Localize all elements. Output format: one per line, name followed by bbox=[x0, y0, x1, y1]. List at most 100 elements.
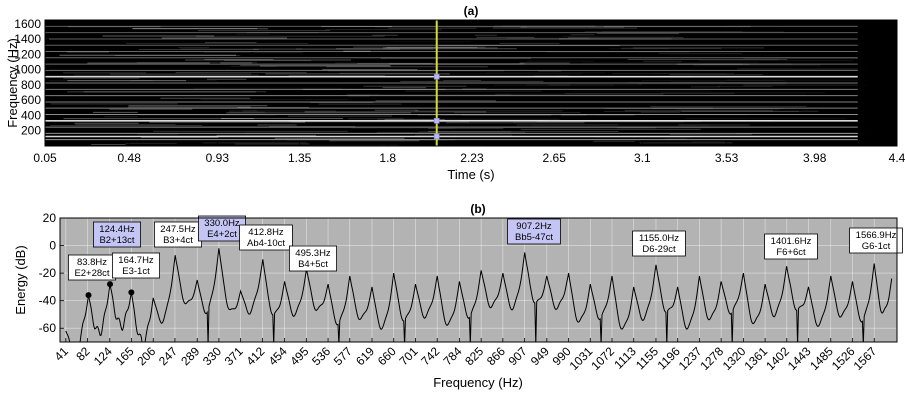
spectrum-y-axis: -60 -40 -20 0 20 bbox=[39, 211, 64, 335]
x-tick-label: 784 bbox=[440, 344, 464, 368]
peak-dot bbox=[128, 289, 135, 296]
x-tick-label: 577 bbox=[331, 344, 355, 368]
panel-a-title: (a) bbox=[464, 4, 479, 18]
peak-note-label: E2+28ct bbox=[74, 268, 109, 279]
y-tick-label: 20 bbox=[43, 211, 57, 225]
spectrogram-background bbox=[45, 20, 897, 146]
cursor-marker bbox=[433, 118, 440, 124]
peak-frequency-label: 1401.6Hz bbox=[771, 236, 812, 247]
cursor-markers bbox=[433, 73, 440, 140]
x-tick-label: 1072 bbox=[588, 344, 617, 373]
x-tick-label: 0.93 bbox=[206, 151, 230, 165]
x-tick-label: 866 bbox=[484, 344, 508, 368]
y-tick-label: -20 bbox=[39, 266, 57, 280]
x-tick-label: 1.8 bbox=[379, 151, 396, 165]
spectrogram-edge-fade bbox=[857, 20, 897, 146]
peak-annotation-box bbox=[288, 245, 337, 272]
spectrogram-texture bbox=[48, 25, 868, 146]
x-tick-label: 4.4 bbox=[889, 151, 905, 165]
y-tick-label: -60 bbox=[39, 321, 57, 335]
y-tick-label: -40 bbox=[39, 294, 57, 308]
x-tick-label: 206 bbox=[134, 344, 158, 368]
x-tick-label: 536 bbox=[309, 344, 333, 368]
x-tick-label: 1031 bbox=[567, 344, 596, 373]
x-tick-label: 1155 bbox=[633, 344, 661, 372]
peak-annotation-box bbox=[849, 227, 903, 254]
panel-b-title: (b) bbox=[470, 202, 485, 216]
x-tick-label: 371 bbox=[222, 344, 246, 368]
peak-dot bbox=[85, 292, 92, 299]
x-tick-label: 247 bbox=[156, 344, 180, 368]
x-tick-label: 0.05 bbox=[33, 151, 57, 165]
x-tick-label: 949 bbox=[528, 344, 552, 368]
x-tick-label: 495 bbox=[287, 344, 311, 368]
y-tick-label: 200 bbox=[21, 124, 41, 138]
y-tick-label: 1400 bbox=[14, 32, 41, 46]
x-tick-label: 1402 bbox=[763, 344, 792, 373]
peak-frequency-label: 1566.9Hz bbox=[856, 230, 897, 241]
x-tick-label: 1196 bbox=[655, 344, 683, 372]
peak-annotation-box bbox=[68, 254, 117, 281]
peak-frequency-label: 1155.0Hz bbox=[639, 233, 679, 244]
peak-annotation-box bbox=[153, 221, 202, 248]
x-tick-label: 2.65 bbox=[543, 151, 567, 165]
spectrogram-x-label: Time (s) bbox=[447, 167, 494, 182]
x-tick-label: 3.98 bbox=[803, 151, 827, 165]
peak-note-label: Ab4-10ct bbox=[247, 238, 285, 249]
peak-frequency-label: 247.5Hz bbox=[160, 224, 196, 235]
peak-frequency-label: 83.8Hz bbox=[77, 257, 107, 268]
peak-note-label: F6+6ct bbox=[776, 247, 806, 258]
x-tick-label: 2.23 bbox=[460, 151, 484, 165]
peak-annotation-box bbox=[93, 221, 142, 248]
x-tick-label: 41 bbox=[52, 344, 72, 364]
x-tick-label: 165 bbox=[113, 344, 137, 368]
x-tick-label: 619 bbox=[353, 344, 377, 368]
peak-annotation-box bbox=[507, 218, 561, 245]
x-tick-label: 1237 bbox=[676, 344, 705, 373]
x-tick-label: 660 bbox=[375, 344, 399, 368]
peak-annotation-box bbox=[197, 215, 246, 242]
peak-note-label: G6-1ct bbox=[862, 241, 891, 252]
peak-frequency-label: 495.3Hz bbox=[295, 248, 331, 259]
x-tick-label: 412 bbox=[243, 344, 267, 368]
x-tick-label: 825 bbox=[462, 344, 486, 368]
peak-frequency-label: 164.7Hz bbox=[118, 255, 154, 266]
x-tick-label: 330 bbox=[200, 344, 224, 368]
peak-annotation-box bbox=[632, 230, 686, 257]
peak-note-label: B2+13ct bbox=[99, 235, 134, 246]
x-tick-label: 907 bbox=[506, 344, 530, 368]
peak-note-label: B4+5ct bbox=[298, 259, 328, 270]
x-tick-label: 1.35 bbox=[288, 151, 312, 165]
y-tick-label: 400 bbox=[21, 108, 41, 122]
spectrogram-x-axis: 0.05 0.48 0.93 1.35 1.8 2.23 2.65 3.1 3.53 3.98 4.… bbox=[33, 142, 905, 165]
peak-note-label: E3-1ct bbox=[122, 266, 150, 277]
spectrum-x-label: Frequency (Hz) bbox=[433, 375, 523, 390]
x-tick-label: 1485 bbox=[807, 344, 836, 373]
x-tick-label: 1278 bbox=[697, 344, 726, 373]
peak-note-label: Bb5-47ct bbox=[515, 232, 553, 243]
peak-note-label: E4+2ct bbox=[207, 229, 237, 240]
spectrum-line bbox=[65, 248, 893, 342]
peak-annotation-box bbox=[239, 224, 293, 251]
x-tick-label: 701 bbox=[397, 344, 421, 368]
peak-note-label: B3+4ct bbox=[163, 235, 193, 246]
x-tick-label: 1361 bbox=[741, 344, 770, 373]
y-tick-label: 600 bbox=[21, 93, 41, 107]
x-tick-label: 82 bbox=[73, 344, 93, 364]
x-tick-label: 1113 bbox=[611, 344, 639, 372]
spectrum-frame bbox=[59, 217, 898, 343]
